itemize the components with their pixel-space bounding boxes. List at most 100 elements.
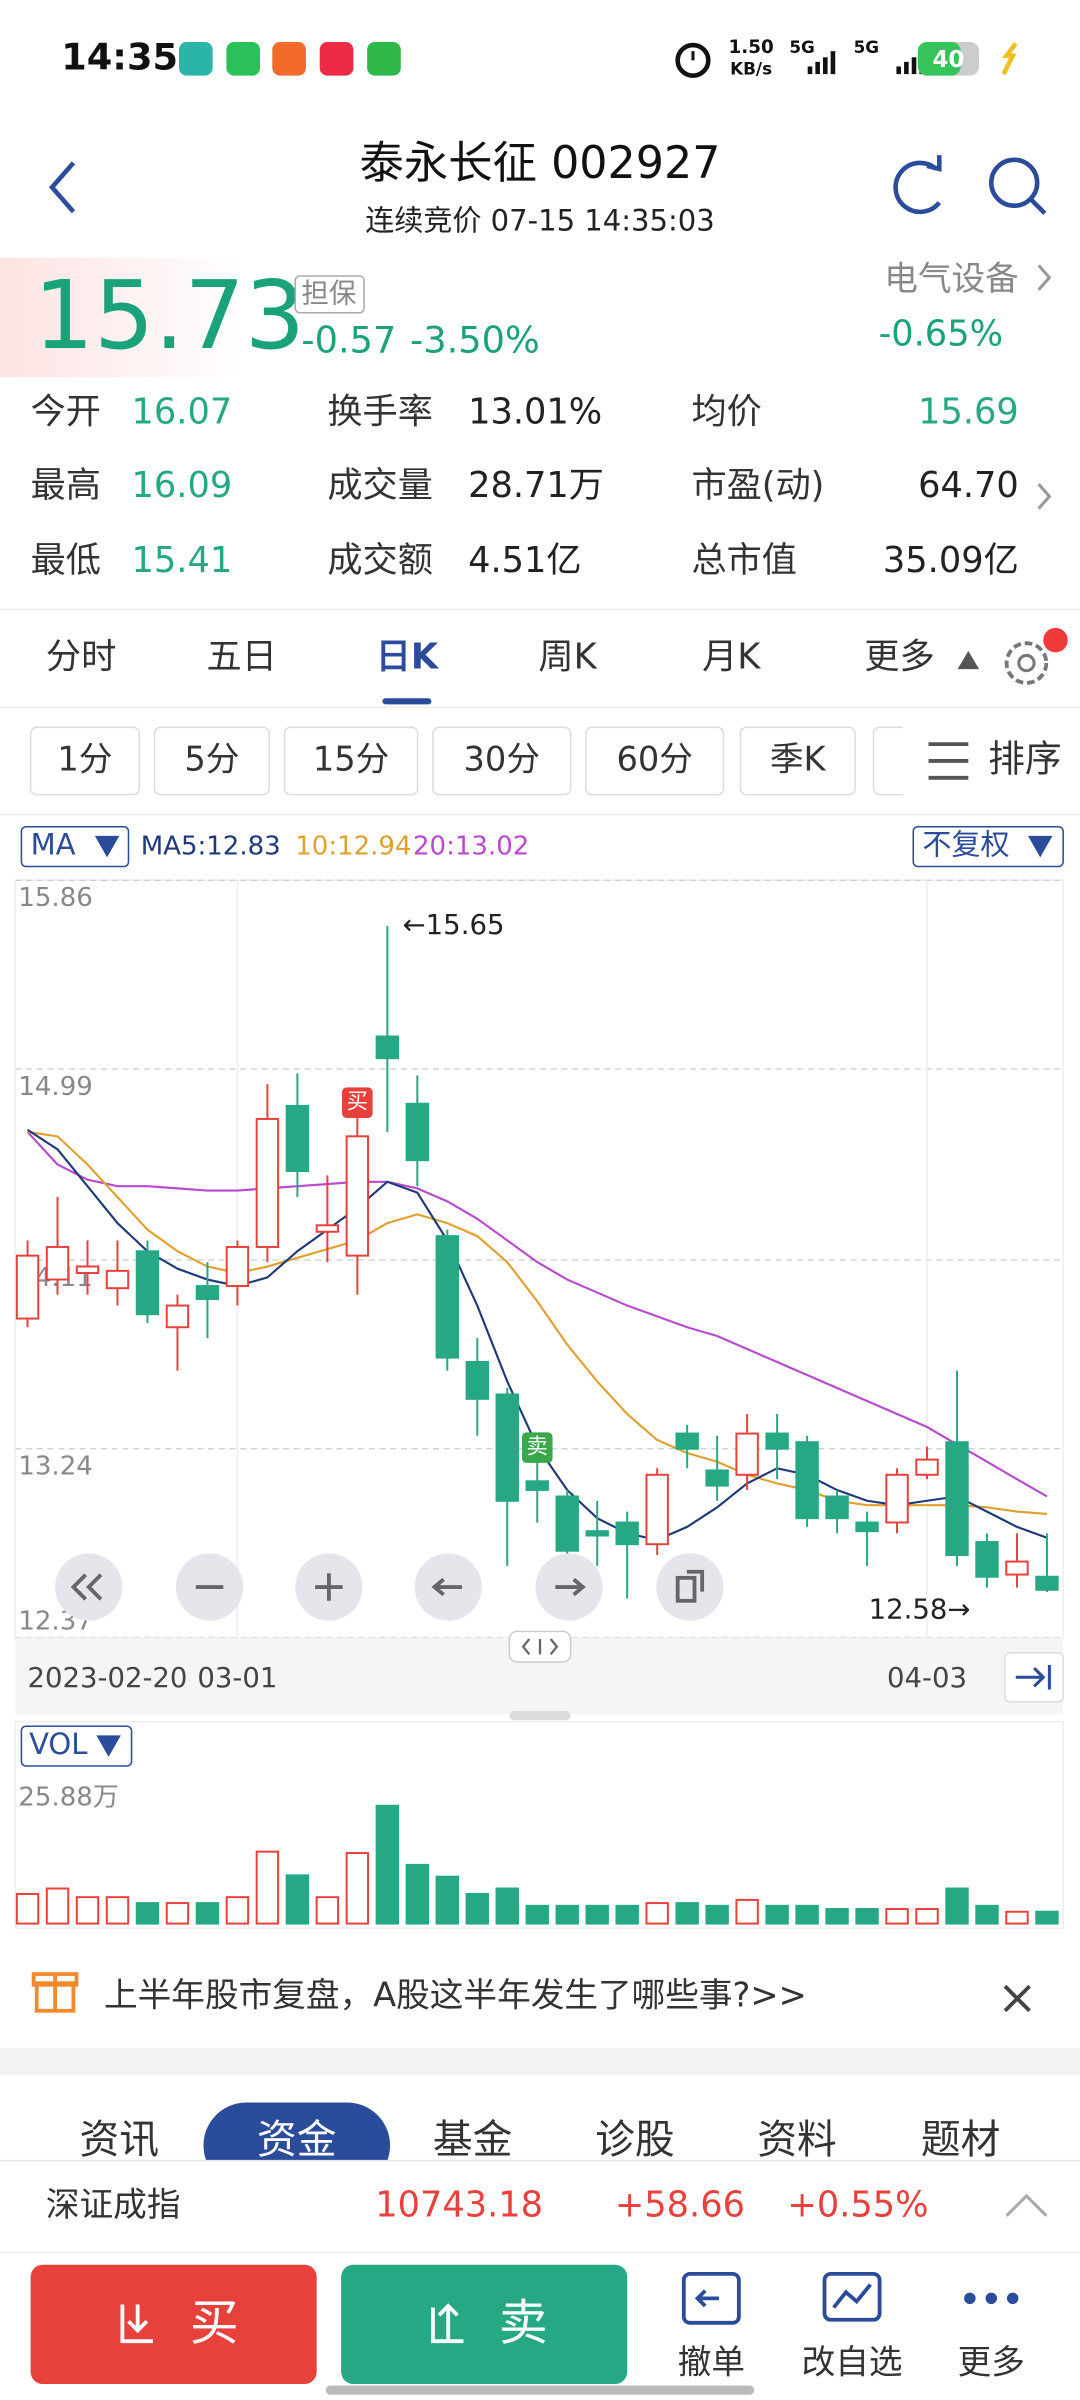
content-tab[interactable]: 资料 — [757, 2117, 837, 2163]
sell-button[interactable] — [341, 2264, 628, 2385]
content-tab[interactable]: 诊股 — [595, 2117, 675, 2163]
volume-bar — [165, 1902, 190, 1925]
tool-label[interactable]: 更多 — [958, 2343, 1025, 2382]
minute-tab-box[interactable] — [432, 726, 572, 796]
chart-frame — [14, 879, 1064, 1639]
candle-body — [1035, 1575, 1059, 1591]
index-change: +58.66 — [615, 2185, 745, 2226]
stat-label: 均价 — [691, 392, 761, 433]
stat-label: 最高 — [31, 465, 101, 506]
dropdown-arrow — [1027, 835, 1053, 858]
volume-bar — [675, 1902, 699, 1925]
y-tick-label: 15.86 — [18, 883, 92, 913]
dropdown-arrow — [96, 1735, 121, 1757]
close-banner[interactable] — [1003, 1984, 1031, 2013]
volume-bar — [405, 1863, 430, 1925]
tool-icons — [681, 2271, 1019, 2325]
content-tab[interactable]: 资金 — [257, 2117, 337, 2163]
volume-bar — [45, 1887, 70, 1925]
resize-handle[interactable] — [509, 1710, 571, 1721]
gift-icon — [31, 1972, 79, 2013]
sort-button[interactable]: 排序 — [988, 737, 1061, 780]
volume-bar — [105, 1896, 130, 1925]
volume-bar — [825, 1908, 849, 1925]
stat-label: 今开 — [31, 392, 101, 433]
volume-indicator-box[interactable] — [20, 1725, 133, 1767]
minute-tab-box[interactable] — [153, 726, 270, 796]
candle-body — [45, 1245, 70, 1281]
minute-tab: 60分 — [617, 739, 693, 778]
stat-value: 16.09 — [132, 465, 233, 506]
sell-icon — [431, 2303, 464, 2344]
candle-body — [1005, 1560, 1029, 1576]
chevron[interactable] — [1037, 483, 1052, 510]
minute-tab-box[interactable] — [739, 726, 856, 796]
price-flash — [0, 257, 245, 377]
x-tick-label: 2023-02-20 — [28, 1662, 188, 1694]
indicator-box[interactable] — [20, 825, 130, 868]
content-tab[interactable]: 题材 — [921, 2117, 1001, 2163]
period-tab[interactable]: 日K — [376, 636, 440, 677]
y-tick-label: 13.24 — [18, 1452, 92, 1482]
ma-legend-label: 20: — [413, 831, 455, 861]
stat-value: 4.51亿 — [468, 540, 582, 581]
period-tab[interactable]: 月K — [702, 636, 761, 677]
stat-label: 成交量 — [327, 465, 433, 506]
candle-body — [915, 1458, 939, 1476]
more-arrow — [957, 650, 980, 670]
signal-text: 买 — [347, 1090, 368, 1115]
indicator-name: MA — [31, 828, 76, 862]
volume-bar — [1035, 1910, 1059, 1925]
minute-tab-box[interactable] — [29, 726, 140, 796]
sector[interactable]: 电气设备 — [884, 259, 1019, 298]
expand-index[interactable] — [1005, 2193, 1048, 2217]
last-price: 15.73 — [34, 261, 305, 371]
settings-button[interactable] — [1004, 627, 1068, 685]
tool-label[interactable]: 撤单 — [678, 2343, 745, 2382]
candle-body — [945, 1441, 969, 1557]
refresh-button[interactable] — [893, 155, 942, 215]
stat-label: 总市值 — [691, 540, 797, 581]
period-tab[interactable]: 分时 — [46, 636, 116, 677]
stat-label: 市盈(动) — [691, 465, 824, 506]
minute-tab: 30分 — [464, 739, 540, 778]
candle-body — [525, 1480, 549, 1491]
buy-button[interactable] — [30, 2264, 317, 2385]
ma-legend: MA5:12.83 10:12.9420:13.02 — [141, 831, 530, 861]
search-button[interactable] — [988, 157, 1047, 215]
index-change-pct: +0.55% — [787, 2185, 928, 2226]
ma-legend-value: 12.83 — [206, 831, 280, 861]
content-tab[interactable]: 基金 — [433, 2117, 513, 2163]
minute-tab-box[interactable] — [283, 726, 419, 796]
volume-bar — [345, 1852, 370, 1925]
period-tab[interactable]: 五日 — [207, 636, 277, 677]
stat-value: 15.41 — [132, 540, 233, 581]
candle-body — [165, 1304, 190, 1329]
ma-legend-label: 10: — [295, 831, 337, 861]
charging-icon — [1001, 42, 1018, 76]
drag-handle-icon — [521, 1638, 559, 1656]
period-tab[interactable]: 更多 — [864, 636, 934, 677]
x-tick-label: 04-03 — [887, 1662, 967, 1694]
volume-chart: 25.88万 — [15, 1783, 1059, 1925]
stat-value: 35.09亿 — [883, 540, 1019, 581]
chevron — [1037, 264, 1052, 291]
minute-tab: 5分 — [184, 739, 239, 778]
volume-bar — [315, 1896, 340, 1925]
minute-tab: 15分 — [313, 739, 389, 778]
candle-body — [795, 1441, 819, 1520]
price-change: -0.57 — [301, 318, 396, 361]
tool-label[interactable]: 改自选 — [802, 2343, 903, 2382]
stock-title: 泰永长征 002927 — [360, 138, 721, 189]
content-tab[interactable]: 资讯 — [80, 2117, 160, 2163]
adjust-box[interactable] — [912, 825, 1064, 868]
volume-bar — [525, 1904, 549, 1925]
battery-level — [917, 41, 961, 76]
minute-tab-box[interactable] — [585, 726, 725, 796]
trade-status: 连续竞价 07-15 14:35:03 — [365, 203, 715, 237]
back-button[interactable] — [48, 161, 76, 214]
volume-bar — [1005, 1910, 1029, 1925]
period-tab[interactable]: 周K — [538, 636, 597, 677]
news-banner[interactable]: 上半年股市复盘，A股这半年发生了哪些事?>> — [104, 1975, 807, 2014]
